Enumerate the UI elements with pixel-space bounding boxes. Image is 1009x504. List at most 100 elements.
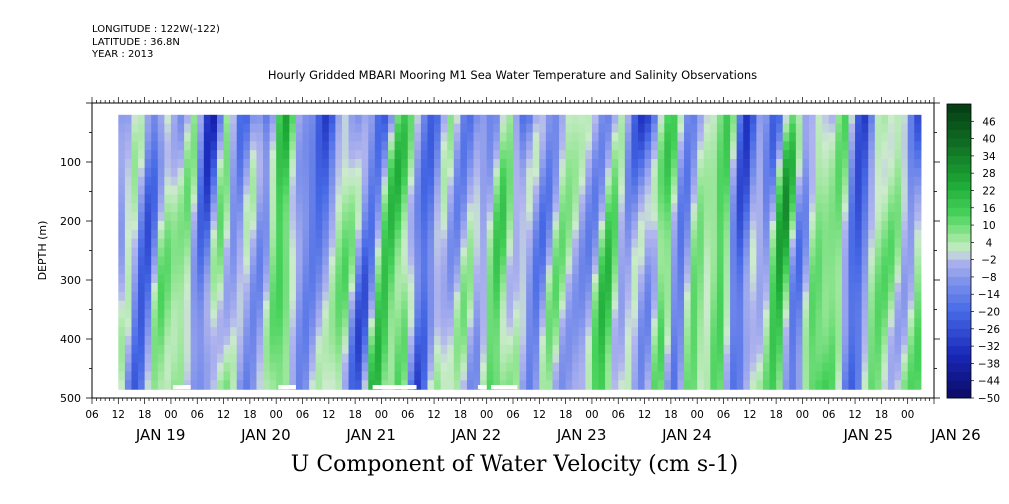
x-hour-tick-label: 06 xyxy=(191,409,205,421)
heatmap-cell xyxy=(170,282,179,293)
heatmap-cell xyxy=(493,247,501,257)
heatmap-cell xyxy=(309,114,317,125)
heatmap-cell xyxy=(716,380,725,390)
heatmap-cell xyxy=(677,194,685,204)
heatmap-cell xyxy=(690,256,698,266)
heatmap-cell xyxy=(559,212,567,222)
heatmap-cell xyxy=(519,291,527,302)
heatmap-cell xyxy=(598,282,606,293)
heatmap-cell xyxy=(466,318,475,328)
heatmap-cell xyxy=(637,176,646,187)
heatmap-cell xyxy=(651,327,659,337)
heatmap-cell xyxy=(907,159,915,169)
heatmap-cell xyxy=(138,238,146,249)
heatmap-cell xyxy=(302,150,310,160)
heatmap-cell xyxy=(605,114,613,125)
heatmap-cell xyxy=(361,327,369,337)
heatmap-cell xyxy=(730,114,738,125)
heatmap-cell xyxy=(861,229,869,240)
heatmap-cell xyxy=(545,336,554,346)
heatmap-cell xyxy=(269,212,277,222)
heatmap-cell xyxy=(809,238,817,249)
heatmap-cell xyxy=(723,380,731,390)
heatmap-cell xyxy=(355,353,363,364)
heatmap-cell xyxy=(565,238,573,249)
heatmap-cell xyxy=(420,309,429,319)
heatmap-cell xyxy=(420,167,429,178)
heatmap-cell xyxy=(460,167,468,178)
heatmap-cell xyxy=(809,291,817,302)
heatmap-cell xyxy=(605,132,613,142)
heatmap-cell xyxy=(453,238,461,249)
heatmap-cell xyxy=(565,167,573,178)
heatmap-cell xyxy=(513,291,521,302)
heatmap-cell xyxy=(690,132,698,142)
heatmap-cell xyxy=(657,371,665,381)
heatmap-cell xyxy=(776,247,784,257)
heatmap-cell xyxy=(545,318,554,328)
heatmap-cell xyxy=(907,221,915,231)
heatmap-cell xyxy=(506,256,514,266)
heatmap-cell xyxy=(315,327,323,337)
heatmap-cell xyxy=(355,185,363,196)
heatmap-cell xyxy=(835,238,843,249)
heatmap-cell xyxy=(697,159,705,169)
heatmap-cell xyxy=(263,274,271,284)
heatmap-cell xyxy=(295,238,304,249)
heatmap-cell xyxy=(841,185,850,196)
heatmap-cell xyxy=(295,353,304,364)
heatmap-cell xyxy=(355,247,363,257)
heatmap-cell xyxy=(841,203,850,213)
heatmap-cell xyxy=(210,274,218,284)
heatmap-cell xyxy=(486,282,494,293)
heatmap-cell xyxy=(552,353,560,364)
heatmap-cell xyxy=(216,265,225,275)
heatmap-cell xyxy=(881,203,889,213)
heatmap-cell xyxy=(526,176,534,187)
heatmap-cell xyxy=(506,344,514,355)
heatmap-cell xyxy=(552,380,560,390)
heatmap-cell xyxy=(644,282,652,293)
heatmap-cell xyxy=(710,291,718,302)
heatmap-cell xyxy=(651,238,659,249)
heatmap-cell xyxy=(710,176,718,187)
heatmap-cell xyxy=(605,291,613,302)
heatmap-cell xyxy=(460,309,468,319)
heatmap-cell xyxy=(868,353,876,364)
heatmap-cell xyxy=(795,380,804,390)
heatmap-cell xyxy=(118,167,126,178)
heatmap-cell xyxy=(335,256,343,266)
heatmap-cell xyxy=(815,150,823,160)
heatmap-cell xyxy=(618,300,626,311)
heatmap-cell xyxy=(651,318,659,328)
heatmap-cell xyxy=(269,274,277,284)
heatmap-cell xyxy=(473,327,481,337)
heatmap-cell xyxy=(197,336,205,346)
heatmap-cell xyxy=(894,265,902,275)
heatmap-cell xyxy=(170,167,179,178)
heatmap-cell xyxy=(203,194,212,204)
heatmap-cell xyxy=(348,229,356,240)
x-hour-tick-label: 18 xyxy=(243,409,256,421)
heatmap-cell xyxy=(506,238,514,249)
heatmap-cell xyxy=(789,247,797,257)
heatmap-cell xyxy=(374,150,383,160)
heatmap-cell xyxy=(565,265,573,275)
heatmap-cell xyxy=(861,114,869,125)
heatmap-cell xyxy=(539,185,547,196)
heatmap-cell xyxy=(795,167,804,178)
heatmap-cell xyxy=(841,380,850,390)
heatmap-cell xyxy=(598,150,606,160)
heatmap-cell xyxy=(493,300,501,311)
heatmap-cell xyxy=(216,274,225,284)
heatmap-cell xyxy=(118,114,126,125)
heatmap-cell xyxy=(269,194,277,204)
heatmap-cell xyxy=(881,150,889,160)
heatmap-cell xyxy=(184,256,192,266)
heatmap-cell xyxy=(493,291,501,302)
heatmap-cell xyxy=(736,203,744,213)
heatmap-cell xyxy=(276,318,284,328)
heatmap-cell xyxy=(282,212,290,222)
heatmap-cell xyxy=(170,309,179,319)
heatmap-cell xyxy=(394,300,402,311)
